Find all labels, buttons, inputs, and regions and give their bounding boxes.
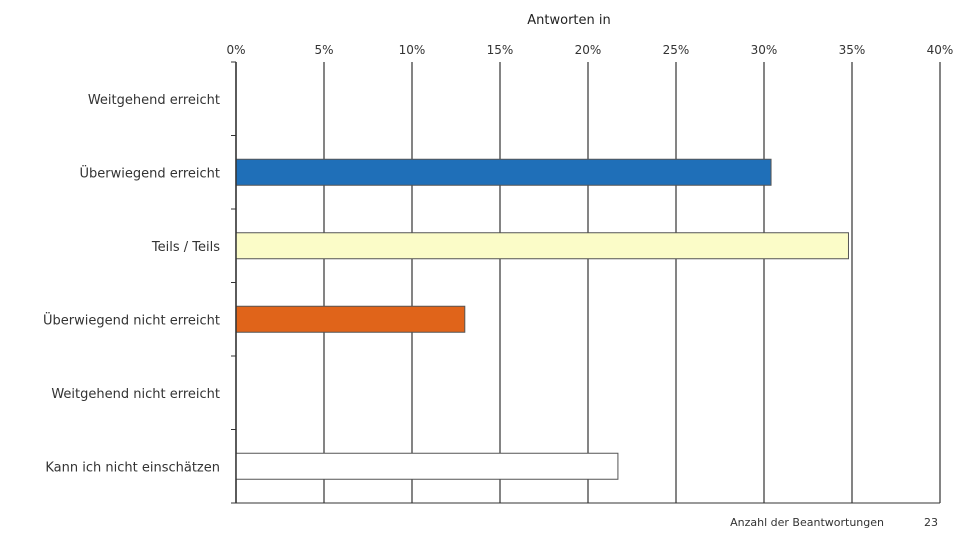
x-tick-label: 15% [487, 43, 514, 57]
category-label: Teils / Teils [151, 240, 220, 255]
x-tick-label: 20% [575, 43, 602, 57]
x-tick-label: 0% [226, 43, 245, 57]
bar [235, 452, 619, 480]
footer-count-label: Anzahl der Beantwortungen [730, 516, 884, 529]
footer-count-value: 23 [924, 516, 938, 529]
x-tick-label: 25% [663, 43, 690, 57]
category-label: Überwiegend erreicht [80, 164, 221, 181]
category-label: Weitgehend erreicht [88, 93, 220, 108]
x-axis-title: Antworten in [527, 13, 610, 28]
bar [235, 305, 466, 333]
x-tick-label: 35% [839, 43, 866, 57]
x-tick-label: 40% [927, 43, 954, 57]
category-label: Weitgehend nicht erreicht [51, 387, 220, 402]
category-label: Überwiegend nicht erreicht [43, 311, 220, 328]
x-tick-labels: 0% 5% 10% 15% 20% 25% 30% 35% 40% [226, 43, 953, 57]
bar [235, 232, 849, 260]
x-tick-label: 5% [314, 43, 333, 57]
category-label: Kann ich nicht einschätzen [45, 460, 220, 475]
x-tick-label: 30% [751, 43, 778, 57]
category-labels: Weitgehend erreicht Überwiegend erreicht T… [43, 93, 220, 476]
bars [235, 158, 849, 480]
grid-lines [235, 62, 941, 503]
y-axis [231, 61, 940, 504]
bar [235, 158, 772, 186]
x-tick-label: 10% [399, 43, 426, 57]
